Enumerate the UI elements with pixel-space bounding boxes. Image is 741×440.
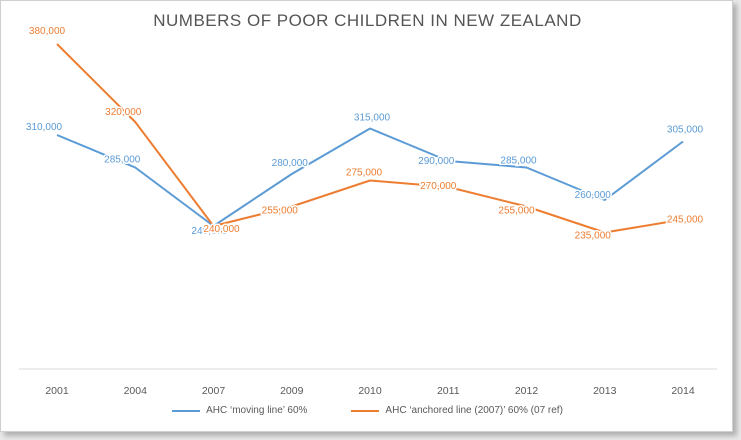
- x-tick-label-2004: 2004: [124, 385, 148, 397]
- x-tick-label-2014: 2014: [671, 385, 695, 397]
- data-label-s0-2011: 290,000: [418, 156, 455, 167]
- data-label-s0-2007: 240,000: [191, 226, 228, 237]
- x-tick-label-2011: 2011: [437, 385, 460, 397]
- chart-frame: NUMBERS OF POOR CHILDREN IN NEW ZEALAND …: [0, 0, 733, 432]
- series-line-1[interactable]: [56, 43, 684, 234]
- legend-swatch-moving-line: [172, 409, 201, 412]
- chart-title: NUMBERS OF POOR CHILDREN IN NEW ZEALAND: [153, 11, 582, 30]
- chart-plot-area: 2001 2004 2007 2009 2010 2011 2012 2013 2014 310…: [19, 25, 717, 397]
- x-tick-label-2010: 2010: [358, 385, 382, 397]
- legend: AHC ‘moving line’ 60% AHC ‘anchored line…: [1, 405, 734, 416]
- x-tick-label-2009: 2009: [280, 385, 304, 397]
- legend-entry-moving-line[interactable]: AHC ‘moving line’ 60%: [172, 405, 307, 416]
- x-tick-label-2013: 2013: [593, 385, 617, 397]
- data-label-s1-2007: 240,000: [203, 224, 240, 235]
- x-tick-label-2007: 2007: [202, 385, 226, 397]
- data-label-s0-2009: 280,000: [272, 158, 309, 169]
- legend-label-moving-line: AHC ‘moving line’ 60%: [206, 405, 308, 416]
- data-label-s1-2013: 235,000: [575, 231, 612, 242]
- data-label-s1-2014: 245,000: [667, 215, 704, 226]
- x-tick-labels: 2001 2004 2007 2009 2010 2011 2012 2013 2014: [45, 385, 695, 397]
- x-tick-label-2001: 2001: [45, 385, 69, 397]
- data-label-s0-2012: 285,000: [500, 156, 537, 167]
- data-label-s0-2004: 285,000: [104, 155, 141, 166]
- data-label-s0-2014: 305,000: [667, 125, 704, 136]
- legend-label-anchored-line: AHC ‘anchored line (2007)’ 60% (07 ref): [385, 405, 563, 416]
- data-label-s1-2001: 380,000: [29, 26, 66, 37]
- data-label-s1-2009: 255,000: [262, 206, 299, 217]
- data-label-s1-2004: 320,000: [105, 107, 142, 118]
- series-line-0[interactable]: [56, 127, 684, 227]
- series-layer: [56, 43, 684, 234]
- data-label-s0-2013: 260,000: [575, 190, 612, 201]
- legend-swatch-anchored-line: [351, 409, 380, 412]
- legend-entry-anchored-line[interactable]: AHC ‘anchored line (2007)’ 60% (07 ref): [351, 405, 563, 416]
- data-label-s1-2010: 275,000: [346, 168, 383, 179]
- x-tick-label-2012: 2012: [515, 385, 539, 397]
- data-label-s1-2012: 255,000: [498, 206, 535, 217]
- data-labels-layer: 310,000 285,000 240,000 280,000 315,000 290,0…: [24, 25, 705, 244]
- data-label-s0-2001: 310,000: [26, 122, 63, 133]
- data-label-s1-2011: 270,000: [420, 181, 457, 192]
- data-label-s0-2010: 315,000: [354, 113, 391, 124]
